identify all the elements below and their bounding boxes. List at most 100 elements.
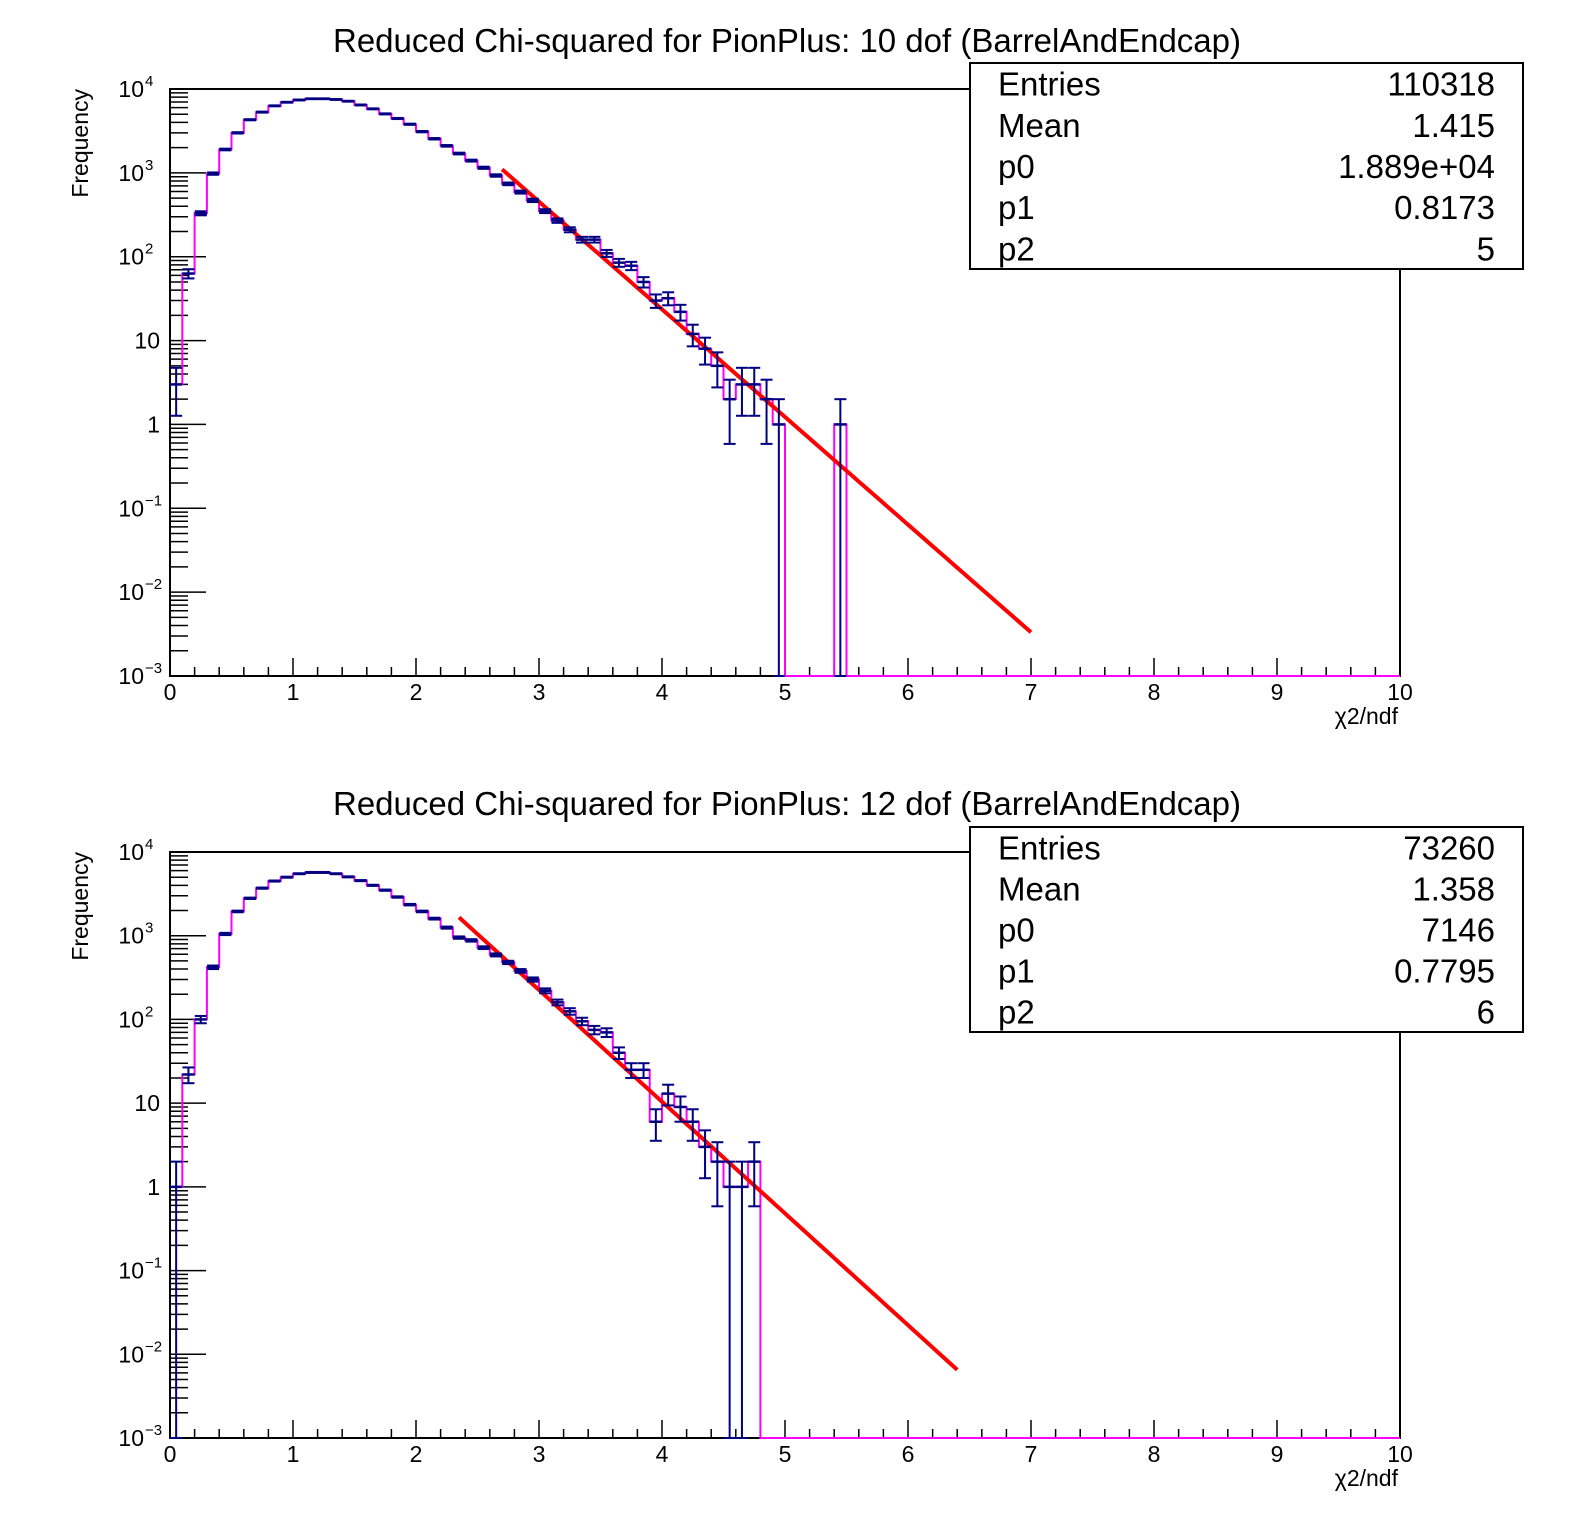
data-point	[293, 98, 306, 102]
data-point	[649, 293, 662, 309]
data-point	[502, 959, 515, 966]
data-points	[170, 97, 847, 677]
data-point	[477, 945, 490, 951]
stats-label: Entries	[998, 66, 1101, 103]
stats-label: Entries	[998, 830, 1101, 867]
data-point	[735, 366, 749, 417]
stats-label: p2	[998, 230, 1035, 267]
y-tick-base: 10	[134, 328, 160, 354]
y-tick-label: 10 −3	[118, 1422, 162, 1451]
data-point	[723, 1160, 736, 1439]
data-point	[551, 998, 564, 1007]
data-point	[477, 165, 490, 170]
data-point	[551, 217, 564, 224]
y-tick-base: 10	[118, 663, 144, 689]
y-tick-label: 10 2	[118, 1003, 153, 1032]
y-axis-label: Frequency	[67, 89, 93, 198]
data-point	[612, 1046, 626, 1060]
data-point	[391, 116, 404, 121]
x-tick-label: 7	[1025, 1441, 1038, 1467]
data-point	[170, 1160, 183, 1439]
y-tick-label: 10 −1	[118, 1255, 162, 1284]
data-point	[219, 147, 232, 152]
data-point	[416, 130, 429, 134]
x-tick-label: 1	[287, 1441, 300, 1467]
y-tick-base: 10	[118, 1425, 144, 1451]
data-point	[502, 181, 515, 187]
y-tick-label: 10 2	[118, 241, 153, 270]
x-tick-label: 6	[902, 1441, 915, 1467]
x-tick-label: 2	[410, 679, 423, 705]
data-point	[305, 870, 318, 874]
data-point	[772, 398, 785, 677]
chart-panel-bottom: Reduced Chi-squared for PionPlus: 12 dof…	[67, 785, 1524, 1491]
stats-value: 1.415	[1412, 107, 1495, 144]
data-point	[563, 1007, 576, 1016]
y-tick-exponent: 3	[145, 920, 153, 937]
data-point	[711, 351, 724, 389]
stats-value: 5	[1477, 230, 1495, 267]
data-point	[625, 260, 638, 272]
data-point	[293, 872, 306, 876]
x-tick-label: 8	[1148, 679, 1161, 705]
stats-label: p0	[998, 148, 1035, 185]
y-tick-exponent: −3	[145, 660, 162, 677]
data-point	[329, 872, 343, 876]
y-tick-label: 10	[134, 328, 160, 354]
y-tick-exponent: −1	[145, 492, 162, 509]
y-tick-label: 10 4	[118, 836, 153, 865]
data-point	[280, 100, 293, 104]
y-tick-base: 10	[118, 1341, 144, 1367]
x-tick-label: 1	[287, 679, 300, 705]
y-tick-base: 10	[118, 244, 144, 270]
data-point	[489, 173, 503, 178]
data-point	[760, 378, 773, 445]
x-tick-label: 0	[164, 679, 177, 705]
data-point	[575, 1016, 589, 1027]
data-point	[526, 197, 539, 204]
y-tick-exponent: −1	[145, 1255, 162, 1272]
x-tick-label: 10	[1387, 679, 1413, 705]
data-point	[231, 909, 244, 914]
stats-value: 6	[1477, 994, 1495, 1031]
data-point	[674, 1095, 687, 1123]
x-tick-label: 7	[1025, 679, 1038, 705]
x-tick-label: 5	[779, 679, 792, 705]
x-tick-label: 4	[656, 1441, 669, 1467]
stats-label: p2	[998, 994, 1035, 1031]
y-tick-exponent: 4	[145, 836, 153, 853]
data-point	[403, 902, 416, 907]
y-tick-label: 10 −1	[118, 492, 162, 521]
data-point	[465, 158, 478, 163]
x-tick-label: 6	[902, 679, 915, 705]
data-point	[182, 1066, 195, 1085]
stats-frame	[969, 62, 1524, 270]
data-point	[514, 968, 527, 974]
stats-value: 110318	[1387, 66, 1495, 103]
x-tick-label: 3	[533, 679, 546, 705]
data-point	[416, 909, 429, 914]
chart-panel-top: Reduced Chi-squared for PionPlus: 10 dof…	[67, 22, 1524, 729]
y-tick-label: 1	[147, 1174, 160, 1200]
x-tick-label: 0	[164, 1441, 177, 1467]
data-point	[182, 268, 195, 280]
data-point	[243, 896, 257, 900]
data-point	[194, 1014, 207, 1025]
stats-label: p1	[998, 189, 1035, 226]
x-tick-label: 3	[533, 1441, 546, 1467]
data-point	[440, 144, 453, 148]
data-point	[452, 151, 466, 156]
data-point	[354, 103, 367, 107]
data-point	[711, 1141, 724, 1208]
data-point	[834, 398, 847, 677]
data-point	[588, 1024, 601, 1036]
y-tick-base: 10	[118, 495, 144, 521]
data-point	[391, 895, 404, 899]
data-point	[637, 1062, 650, 1079]
data-point	[452, 935, 466, 940]
data-point	[206, 964, 220, 971]
x-tick-label: 2	[410, 1441, 423, 1467]
